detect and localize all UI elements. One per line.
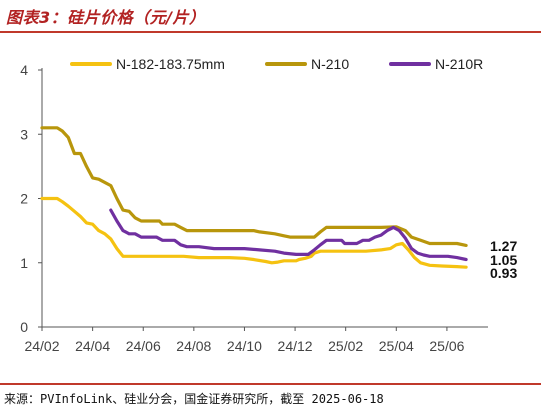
x-tick-label: 24/02: [24, 338, 59, 354]
y-tick-label: 3: [20, 126, 28, 142]
x-tick-label: 24/08: [176, 338, 211, 354]
line-chart: 0 1 2 3 4 24/02 24/04 24/06 24/08 24/10 24/12 25/02…: [20, 56, 517, 354]
legend-label: N-210: [311, 56, 349, 72]
y-tick-label: 1: [20, 255, 28, 271]
source-note: 来源：PVInfoLink、硅业分会，国金证券研究所，截至 2025-06-18: [4, 392, 384, 406]
y-tick-label: 0: [20, 319, 28, 335]
series-line-0: [40, 196, 468, 269]
end-value-label: 0.93: [490, 265, 517, 281]
series-line-1: [40, 126, 468, 247]
end-value-label: 1.05: [490, 252, 517, 268]
x-tick-label: 24/12: [278, 338, 313, 354]
end-value-label: 1.27: [490, 238, 517, 254]
x-tick-label: 24/10: [227, 338, 262, 354]
legend-label: N-210R: [435, 56, 483, 72]
title-rule: [0, 31, 541, 33]
x-tick-label: 25/06: [429, 338, 464, 354]
page-title: 图表3：硅片价格（元/片）: [6, 8, 206, 27]
x-tick-label: 24/06: [126, 338, 161, 354]
y-tick-label: 4: [20, 62, 28, 78]
y-tick-label: 2: [20, 191, 28, 207]
series-line-2: [109, 208, 468, 262]
x-tick-label: 24/04: [75, 338, 110, 354]
x-tick-label: 25/04: [379, 338, 414, 354]
source-rule: [0, 383, 541, 385]
x-tick-label: 25/02: [328, 338, 363, 354]
legend-label: N-182-183.75mm: [116, 56, 225, 72]
